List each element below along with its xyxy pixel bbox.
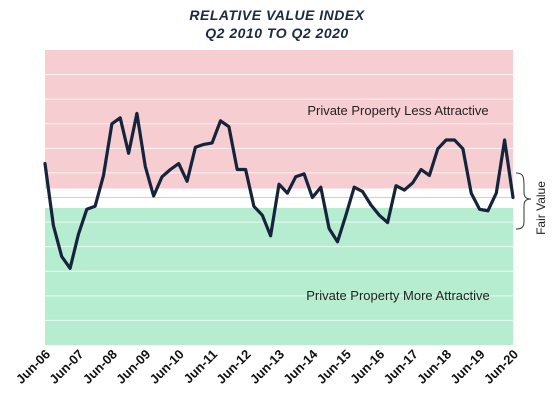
x-tick-label: Jun-14	[280, 346, 321, 387]
chart-subtitle: Q2 2010 TO Q2 2020	[205, 25, 348, 41]
fair-value-band	[45, 188, 513, 208]
upper-zone-label: Private Property Less Attractive	[307, 103, 488, 118]
x-tick-label: Jun-12	[213, 347, 253, 387]
x-tick-label: Jun-09	[113, 347, 153, 387]
zones-layer	[45, 50, 513, 345]
x-axis-ticks: Jun-06Jun-07Jun-08Jun-09Jun-10Jun-11Jun-…	[13, 346, 521, 387]
x-tick-label: Jun-10	[147, 347, 187, 387]
x-tick-label: Jun-15	[314, 347, 354, 387]
grid-layer	[45, 74, 513, 321]
x-tick-label: Jun-19	[447, 347, 487, 387]
x-tick-label: Jun-13	[247, 347, 287, 387]
x-tick-label: Jun-16	[347, 347, 387, 387]
x-tick-label: Jun-07	[46, 347, 86, 387]
series-line	[43, 111, 515, 270]
x-tick-label: Jun-11	[181, 347, 221, 387]
fair-value-brace	[515, 172, 532, 230]
x-tick-label: Jun-08	[80, 347, 120, 387]
x-tick-label: Jun-20	[481, 347, 521, 387]
lower-zone	[45, 207, 513, 345]
line-layer	[43, 111, 515, 270]
x-tick-label: Jun-18	[414, 347, 454, 387]
fair-value-label: Fair Value	[534, 181, 548, 235]
x-tick-label: Jun-17	[381, 347, 421, 387]
chart-title: RELATIVE VALUE INDEX	[189, 7, 365, 23]
upper-zone	[45, 50, 513, 189]
lower-zone-label: Private Property More Attractive	[306, 288, 490, 303]
x-tick-label: Jun-06	[13, 347, 53, 387]
